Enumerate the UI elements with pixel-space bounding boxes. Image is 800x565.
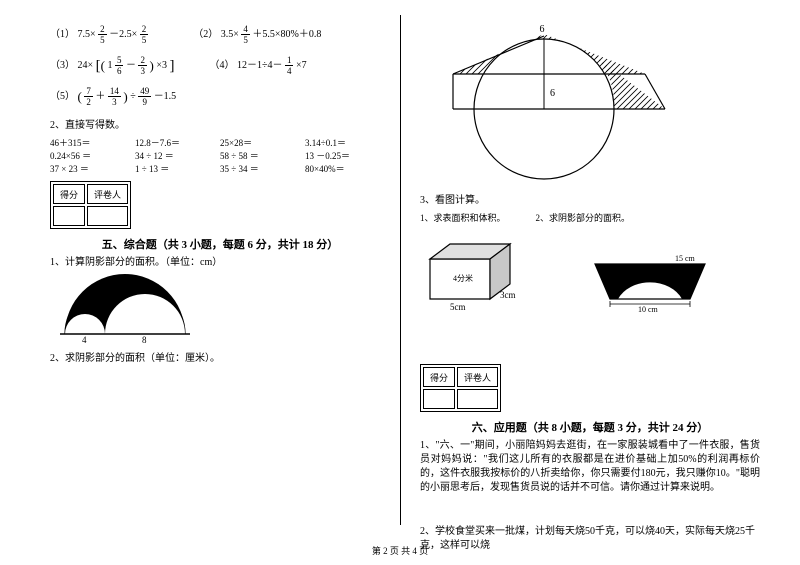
fig1-label-l: 4 xyxy=(82,335,87,344)
p1-b: －2.5× xyxy=(109,26,137,44)
cell: 58 ÷ 58 ＝ xyxy=(220,149,305,162)
p4-f1: 14 xyxy=(285,55,294,76)
mental-row-0: 46＋315＝ 12.8－7.6＝ 25×28＝ 3.14÷0.1＝ xyxy=(50,136,390,149)
p2-b: ＋5.5×80%＋0.8 xyxy=(252,26,321,44)
trap-top: 15 cm xyxy=(675,254,696,263)
p1-frac2: 25 xyxy=(140,24,149,45)
figure-circle-triangle: 6 6 xyxy=(420,24,760,184)
p1-label: （1） xyxy=(50,26,75,44)
p4-a: 12－1÷4－ xyxy=(237,57,283,75)
p4-b: ×7 xyxy=(296,57,307,75)
cell: 25×28＝ xyxy=(220,136,305,149)
p5-tail: －1.5 xyxy=(154,88,177,106)
fig1-label-r: 8 xyxy=(142,335,147,344)
p1-a: 7.5× xyxy=(78,26,96,44)
column-divider xyxy=(400,15,401,525)
grader-label: 评卷人 xyxy=(87,184,128,204)
cell: 1 ÷ 13 ＝ xyxy=(135,162,220,175)
fig-top-label: 6 xyxy=(540,24,545,35)
figure-cuboid: 4分米 5cm 3cm xyxy=(420,234,540,314)
cuboid-d: 3cm xyxy=(500,290,516,300)
score-box-left: 得分评卷人 xyxy=(50,181,131,229)
score-box-right: 得分评卷人 xyxy=(420,364,501,412)
q3-title: 3、看图计算。 xyxy=(420,194,760,208)
p3-a: 24× xyxy=(78,57,94,75)
p3-mid: － xyxy=(126,57,136,75)
p1-frac1: 25 xyxy=(98,24,107,45)
problem-3-4: （3） 24× [( 1 56 － 23 ) ×3 ] （4） 12－1÷4－ … xyxy=(50,55,390,76)
p3-f1: 56 xyxy=(115,55,124,76)
cell: 37 × 23 ＝ xyxy=(50,162,135,175)
score-label: 得分 xyxy=(53,184,85,204)
problem-5: （5） ( 72 ＋ 143 ) ÷ 499 －1.5 xyxy=(50,86,390,107)
q5-1: 1、计算阴影部分的面积。（单位：cm） xyxy=(50,256,390,270)
figure-trapezoid: 15 cm 10 cm xyxy=(580,249,720,314)
p5-f2: 143 xyxy=(108,86,121,107)
left-column: （1） 7.5× 25 －2.5× 25 （2） 3.5× 45 ＋5.5×80… xyxy=(50,20,390,520)
p2-label: （2） xyxy=(193,26,218,44)
q2-title: 2、直接写得数。 xyxy=(50,119,390,133)
q6-1: 1、"六、一"期间，小丽陪妈妈去逛街，在一家服装城看中了一件衣服，售货员对妈妈说… xyxy=(420,439,760,495)
mental-row-2: 37 × 23 ＝ 1 ÷ 13 ＝ 35 ÷ 34 ＝ 80×40%＝ xyxy=(50,162,390,175)
trap-bottom: 10 cm xyxy=(638,305,659,314)
cell: 3.14÷0.1＝ xyxy=(305,136,390,149)
cuboid-w: 5cm xyxy=(450,302,466,312)
cell: 35 ÷ 34 ＝ xyxy=(220,162,305,175)
fig-mid-label: 6 xyxy=(550,88,555,99)
cell: 34 ÷ 12 ＝ xyxy=(135,149,220,162)
q3-subs: 1、求表面积和体积。 2、求阴影部分的面积。 xyxy=(420,211,760,224)
section-5-title: 五、综合题（共 3 小题，每题 6 分，共计 18 分） xyxy=(50,236,390,252)
p5-f3: 499 xyxy=(138,86,151,107)
section-6-title: 六、应用题（共 8 小题，每题 3 分，共计 24 分） xyxy=(420,419,760,435)
cell: 80×40%＝ xyxy=(305,162,390,175)
p3-label: （3） xyxy=(50,57,75,75)
q5-2: 2、求阴影部分的面积（单位：厘米）。 xyxy=(50,352,390,366)
cell: 46＋315＝ xyxy=(50,136,135,149)
p2-frac1: 45 xyxy=(241,24,250,45)
p3-tail: ×3 xyxy=(156,57,167,75)
p5-label: （5） xyxy=(50,88,75,106)
grader-label: 评卷人 xyxy=(457,367,498,387)
p5-mid: ＋ xyxy=(95,88,105,106)
p5-div: ÷ xyxy=(130,88,136,106)
p2-a: 3.5× xyxy=(221,26,239,44)
cuboid-h: 4分米 xyxy=(453,273,473,283)
problem-1: （1） 7.5× 25 －2.5× 25 （2） 3.5× 45 ＋5.5×80… xyxy=(50,24,390,45)
q3-sub2: 2、求阴影部分的面积。 xyxy=(536,211,631,224)
cell: 13 －0.25＝ xyxy=(305,149,390,162)
mental-row-1: 0.24×56 ＝ 34 ÷ 12 ＝ 58 ÷ 58 ＝ 13 －0.25＝ xyxy=(50,149,390,162)
figure-semicircle: 4 8 xyxy=(50,274,390,344)
cell: 0.24×56 ＝ xyxy=(50,149,135,162)
p3-in-a: 1 xyxy=(107,57,112,75)
p4-label: （4） xyxy=(209,57,234,75)
score-label: 得分 xyxy=(423,367,455,387)
p3-f2: 23 xyxy=(138,55,147,76)
cell: 12.8－7.6＝ xyxy=(135,136,220,149)
right-column: 6 6 3、看图计算。 1、求表面积和体积。 2、求阴影部分的面积。 4分米 5… xyxy=(420,20,760,520)
page-footer: 第 2 页 共 4 页 xyxy=(0,544,800,557)
q3-sub1: 1、求表面积和体积。 xyxy=(420,211,506,224)
p5-f1: 72 xyxy=(84,86,93,107)
